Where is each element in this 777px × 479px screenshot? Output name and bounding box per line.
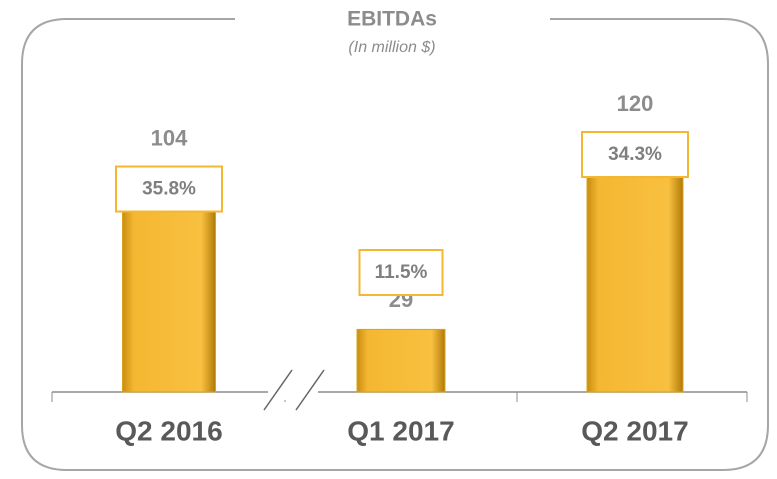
break-gap — [268, 384, 318, 400]
chart-title: EBITDAs — [347, 8, 437, 31]
margin-box — [358, 249, 444, 296]
frame — [21, 18, 769, 471]
axis-break — [295, 369, 325, 411]
value-label: 104 — [151, 125, 188, 150]
value-label: 120 — [617, 91, 654, 116]
margin-label: 34.3% — [608, 144, 662, 165]
chart-subtitle: (In million $) — [348, 39, 435, 56]
margin-box — [581, 131, 689, 178]
margin-label: 11.5% — [375, 262, 428, 283]
margin-box — [115, 165, 223, 213]
margin-label: 35.8% — [142, 179, 196, 200]
x-tick-label: Q2 2017 — [581, 415, 688, 446]
x-tick-label: Q1 2017 — [347, 415, 454, 446]
x-tick-label: Q2 2016 — [115, 415, 222, 446]
bar — [356, 328, 446, 393]
axis-break — [263, 369, 293, 411]
